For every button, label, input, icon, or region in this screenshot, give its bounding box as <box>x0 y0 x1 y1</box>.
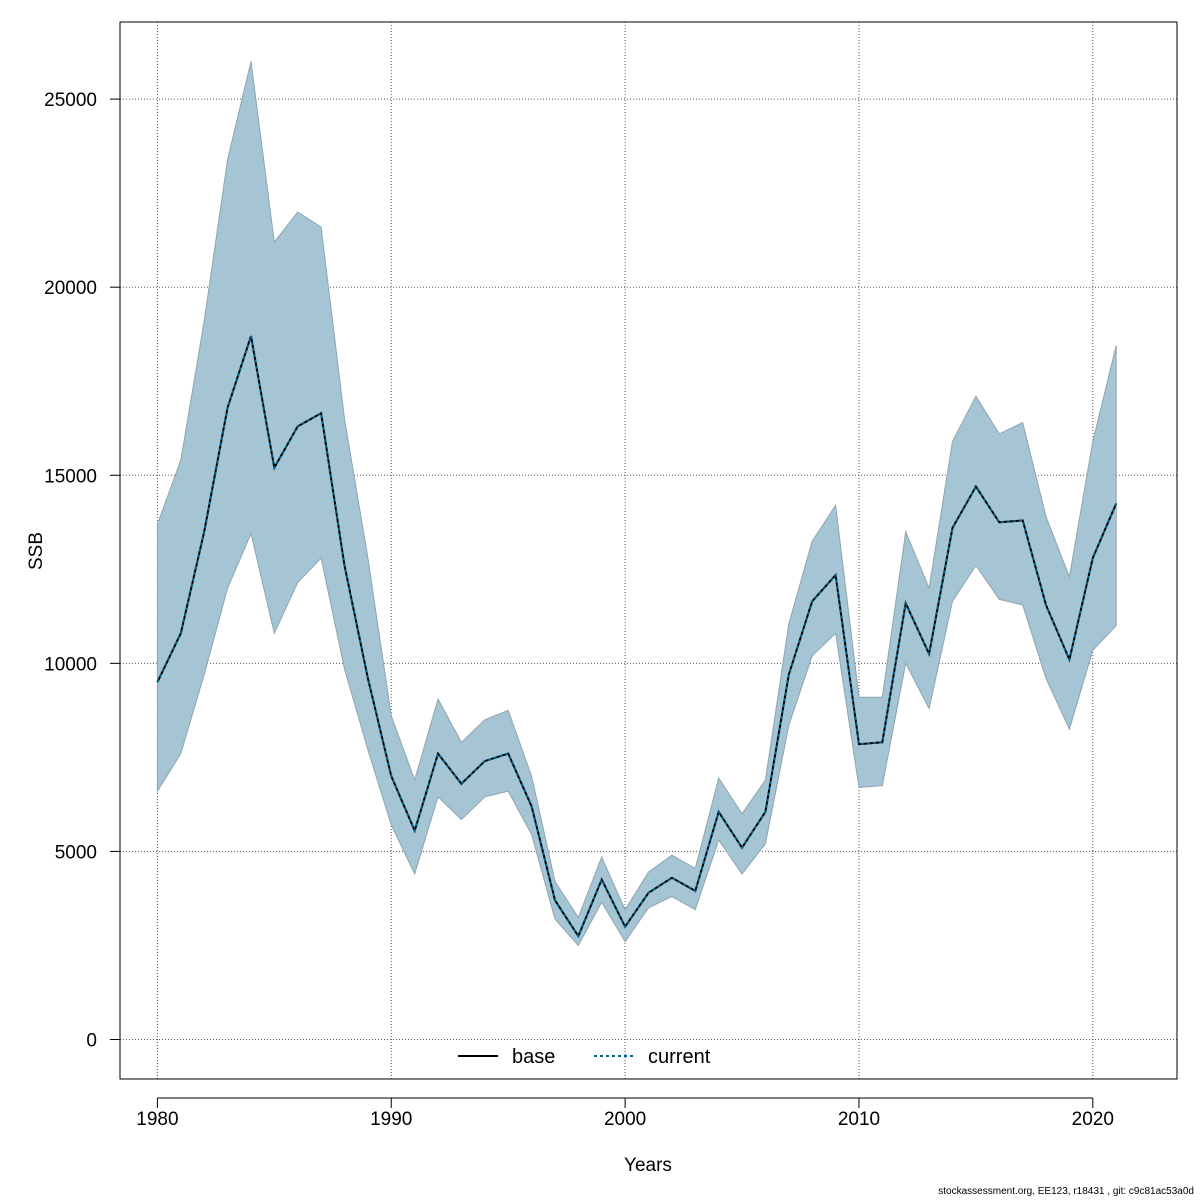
x-tick-label: 1990 <box>370 1109 412 1130</box>
y-tick-label: 0 <box>86 1031 97 1052</box>
y-axis-label: SSB <box>26 532 47 570</box>
series-lines <box>156 335 1118 939</box>
legend-label-base: base <box>512 1046 555 1068</box>
y-tick-label: 15000 <box>44 466 97 487</box>
y-axis: 0 5000 10000 15000 20000 25000 <box>44 90 120 1052</box>
legend: base current <box>458 1046 711 1068</box>
x-tick-label: 1980 <box>136 1109 178 1130</box>
plot-frame <box>119 21 1178 1080</box>
x-tick-label: 2000 <box>604 1109 646 1130</box>
y-tick-label: 5000 <box>55 842 97 863</box>
legend-label-current: current <box>648 1046 711 1068</box>
y-tick-label: 25000 <box>44 90 97 111</box>
footnote: stockassessment.org, EE123, r18431 , git… <box>938 1186 1194 1197</box>
confidence-band <box>156 61 1117 947</box>
x-axis-label: Years <box>624 1155 672 1176</box>
series-line-current <box>156 335 1118 939</box>
x-tick-label: 2020 <box>1072 1109 1114 1130</box>
x-tick-label: 2010 <box>838 1109 880 1130</box>
y-tick-label: 20000 <box>44 278 97 299</box>
x-axis: 1980 1990 2000 2010 2020 <box>136 1097 1114 1130</box>
y-tick-label: 10000 <box>44 654 97 675</box>
